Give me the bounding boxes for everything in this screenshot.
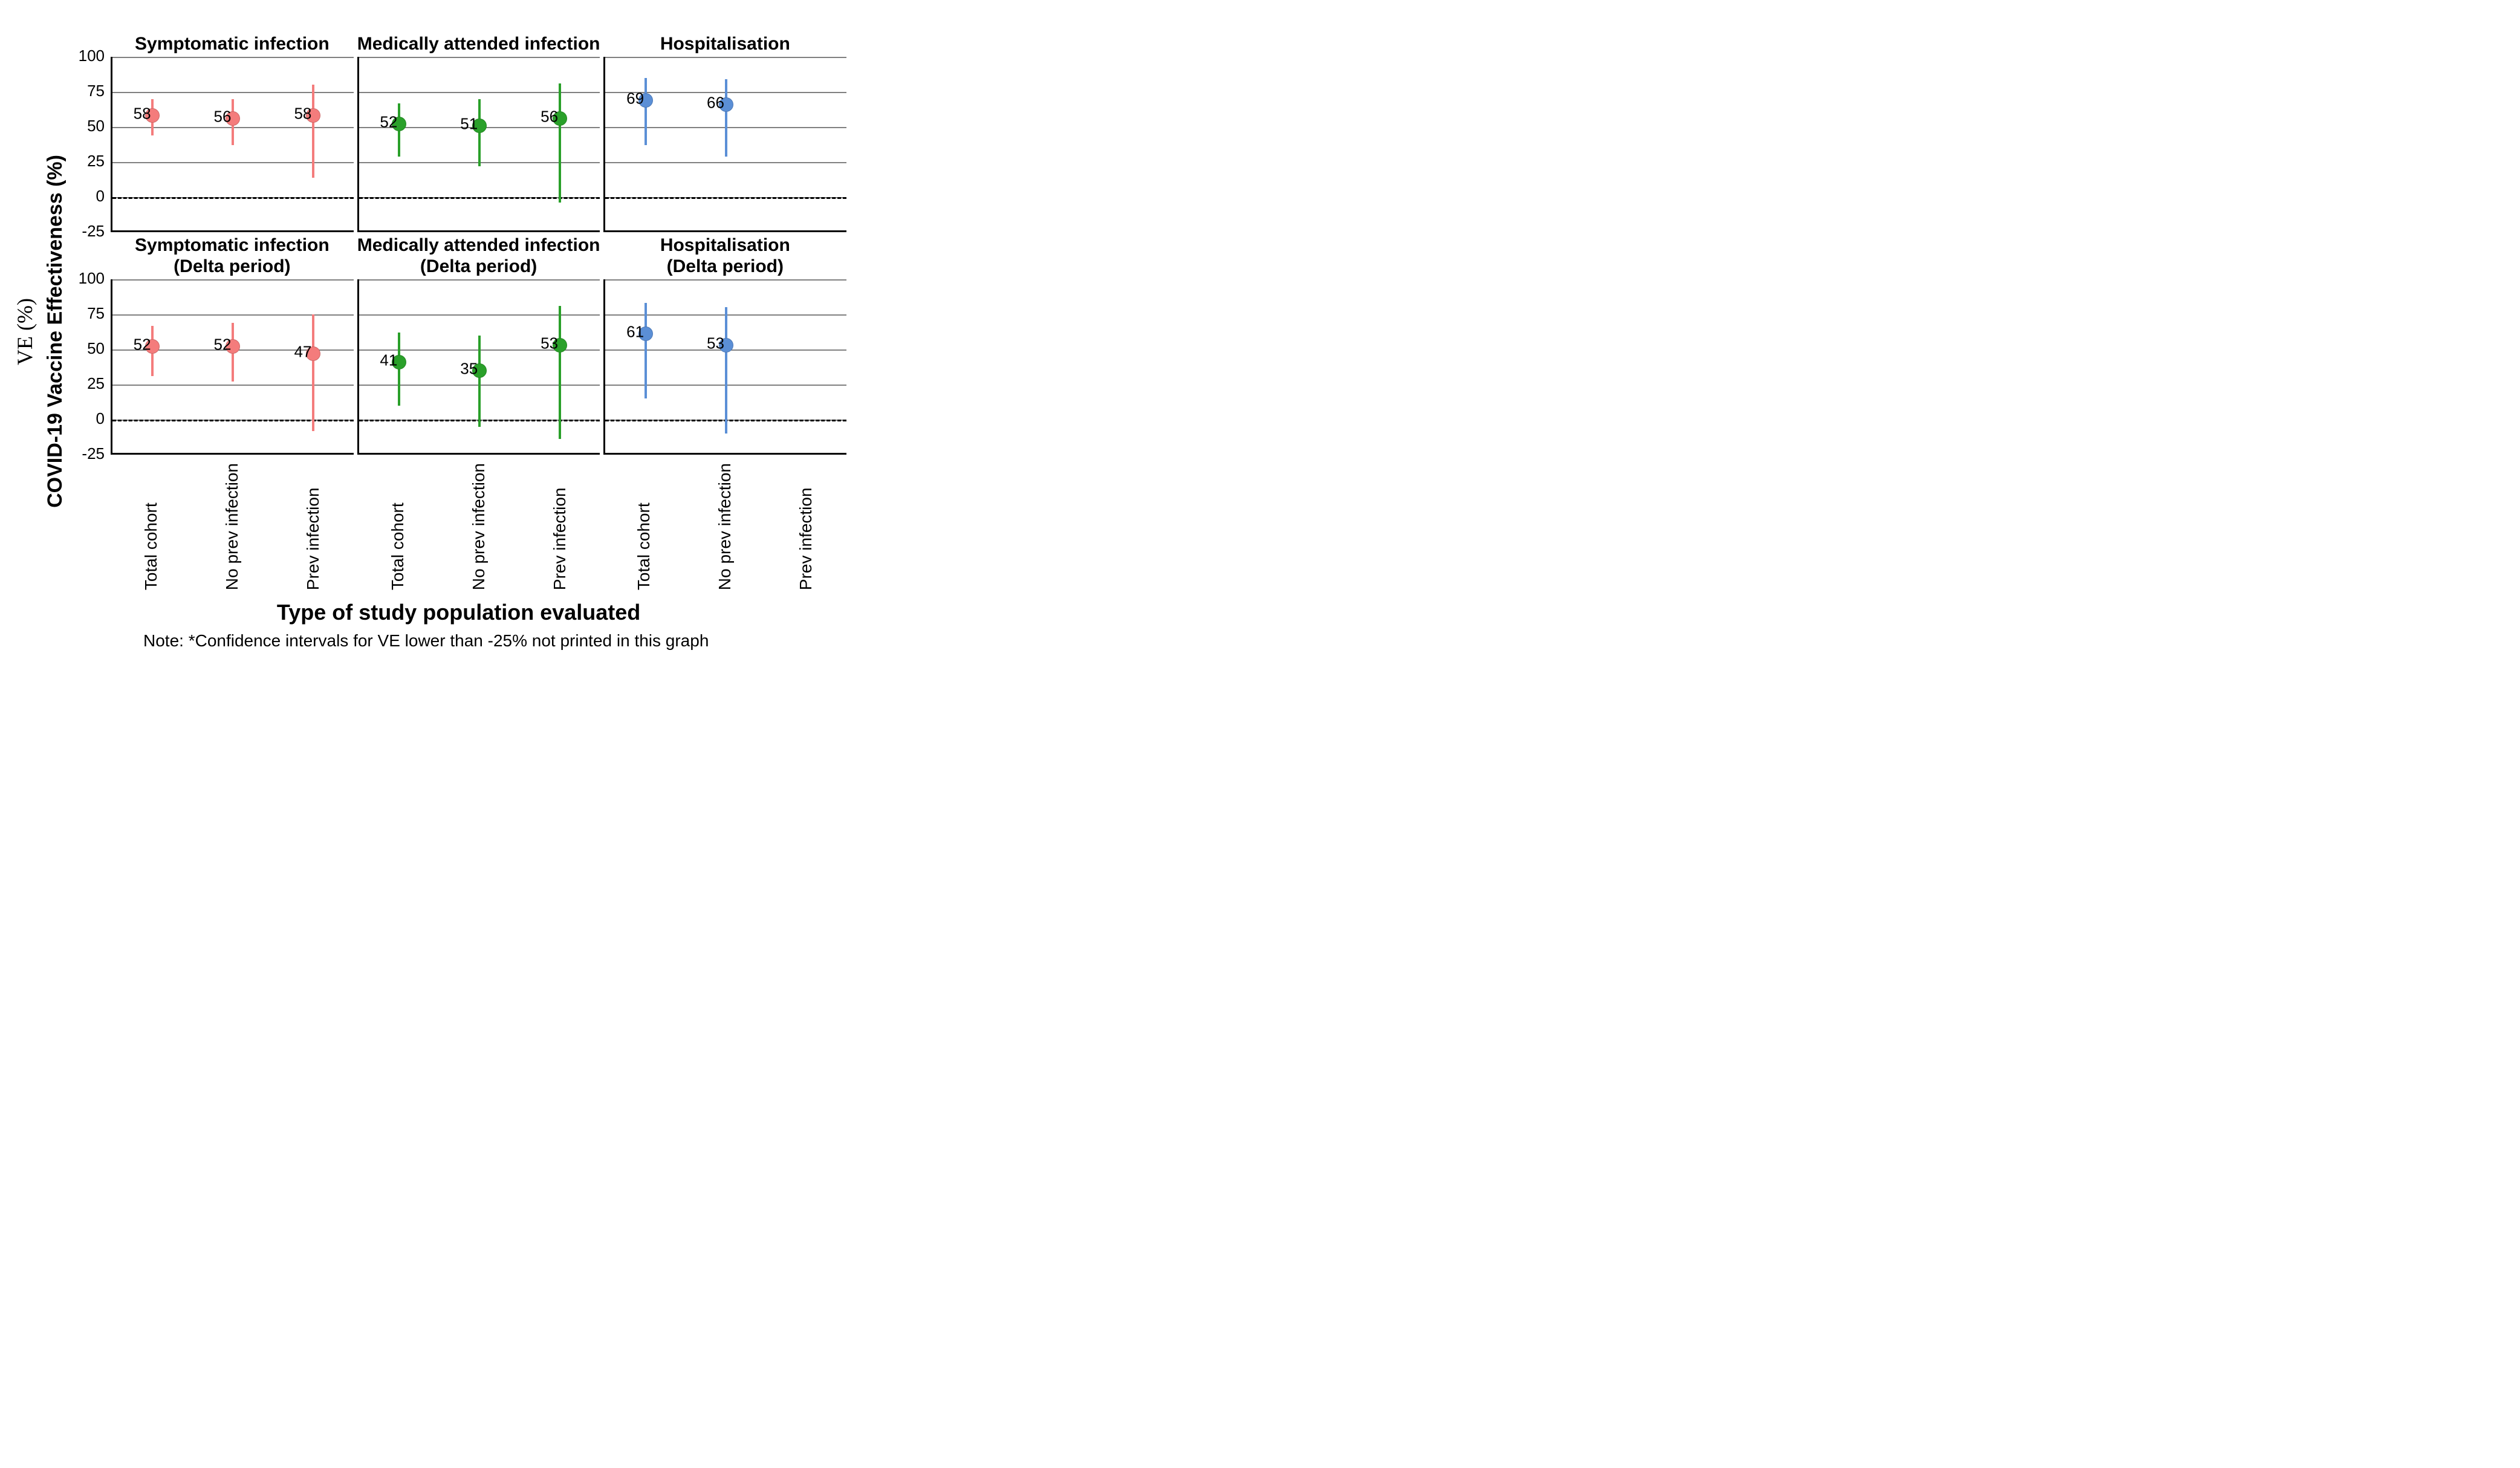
confidence-interval-bar	[312, 314, 314, 431]
point-label: 53	[541, 334, 558, 352]
point-label: 51	[460, 114, 478, 133]
x-tick-label: No prev infection	[469, 463, 489, 590]
panel-title: Symptomatic infection	[111, 12, 354, 57]
y-tick-label: 50	[87, 339, 105, 358]
y-axis-label: COVID-19 Vaccine Effectiveness (%)	[44, 155, 67, 508]
point-label: 69	[626, 89, 644, 108]
plot-area: 52 52 47	[111, 279, 354, 455]
chart-panel: Hospitalisation 69 66	[603, 12, 846, 232]
gridline	[605, 279, 846, 281]
y-tick-label: 100	[79, 47, 105, 65]
point-label: 52	[214, 336, 232, 354]
x-tick-label: Total cohort	[141, 463, 161, 590]
x-tick-label: Prev infection	[304, 463, 323, 590]
x-tick-group: Total cohort No prev infection Prev infect…	[111, 457, 354, 590]
footnote: Note: *Confidence intervals for VE lower…	[143, 631, 846, 651]
panel-title: Symptomatic infection(Delta period)	[111, 235, 354, 279]
confidence-interval-bar	[645, 303, 647, 398]
confidence-interval-bar	[645, 78, 647, 145]
plot-area: 52 51 56	[357, 57, 600, 232]
confidence-interval-bar	[725, 79, 727, 157]
confidence-interval-bar	[559, 306, 561, 439]
y-tick-label: -25	[82, 444, 105, 463]
gridline	[359, 279, 600, 281]
y-tick-label: 25	[87, 152, 105, 171]
x-tick-label: Prev infection	[796, 463, 816, 590]
gridline	[112, 314, 354, 316]
gridline	[605, 57, 846, 58]
y-tick-label: 25	[87, 374, 105, 393]
zero-reference-line	[112, 420, 354, 421]
y-tick-label: 100	[79, 269, 105, 288]
point-label: 56	[214, 107, 232, 126]
plot-area: 58 56 58	[111, 57, 354, 232]
point-label: 47	[294, 342, 311, 361]
y-tick-label: -25	[82, 222, 105, 241]
point-label: 58	[294, 105, 311, 123]
point-label: 52	[134, 336, 151, 354]
plot-area: 41 35 53	[357, 279, 600, 455]
figure: VE (%) COVID-19 Vaccine Effectiveness (%…	[12, 12, 2508, 651]
zero-reference-line	[112, 197, 354, 199]
plot-area: 69 66	[603, 57, 846, 232]
gridline	[605, 162, 846, 163]
x-tick-label: No prev infection	[715, 463, 735, 590]
y-tick-label: 0	[96, 187, 105, 206]
gridline	[359, 57, 600, 58]
point-label: 61	[626, 323, 644, 342]
y-tick-label: 0	[96, 409, 105, 428]
zero-reference-line	[605, 197, 846, 199]
plot-area: 61 53	[603, 279, 846, 455]
gridline	[112, 385, 354, 386]
y-tick-column: -250255075100	[71, 235, 107, 455]
y-tick-label: 50	[87, 117, 105, 135]
point-label: 56	[541, 107, 558, 126]
x-tick-label: Total cohort	[634, 463, 654, 590]
x-tick-label: Total cohort	[388, 463, 408, 590]
chart-panel: Symptomatic infection(Delta period) 52 52 4…	[111, 235, 354, 455]
chart-panel: Hospitalisation(Delta period) 61 53	[603, 235, 846, 455]
point-label: 66	[707, 93, 724, 112]
point-label: 35	[460, 359, 478, 378]
panel-title: Medically attended infection(Delta perio…	[357, 235, 600, 279]
chart-panel: Medically attended infection(Delta perio…	[357, 235, 600, 455]
x-tick-group: Total cohort No prev infection Prev infect…	[357, 457, 600, 590]
gridline	[112, 92, 354, 93]
x-tick-group: Total cohort No prev infection Prev infect…	[603, 457, 846, 590]
point-label: 53	[707, 334, 724, 352]
panel-title: Medically attended infection	[357, 12, 600, 57]
x-axis-label: Type of study population evaluated	[71, 600, 846, 625]
x-tick-label: Prev infection	[550, 463, 570, 590]
gridline	[112, 279, 354, 281]
point-label: 58	[134, 105, 151, 123]
gridline	[359, 92, 600, 93]
outer-y-axis-label: VE (%)	[12, 298, 37, 365]
confidence-interval-bar	[725, 307, 727, 434]
x-tick-label: No prev infection	[222, 463, 242, 590]
chart-grid: -250255075100Symptomatic infection585658…	[71, 12, 846, 625]
gridline	[112, 57, 354, 58]
y-tick-label: 75	[87, 304, 105, 323]
y-tick-label: 75	[87, 82, 105, 100]
panel-title: Hospitalisation	[603, 12, 846, 57]
gridline	[112, 162, 354, 163]
confidence-interval-bar	[312, 85, 314, 177]
chart-panel: Medically attended infection 52 51 56	[357, 12, 600, 232]
panel-title: Hospitalisation(Delta period)	[603, 235, 846, 279]
chart-panel: Symptomatic infection 58 56 58	[111, 12, 354, 232]
x-tick-row: Total cohort No prev infection Prev infect…	[111, 457, 846, 590]
point-label: 52	[380, 113, 397, 132]
confidence-interval-bar	[478, 336, 481, 427]
point-label: 41	[380, 351, 397, 369]
zero-reference-line	[359, 197, 600, 199]
confidence-interval-bar	[559, 83, 561, 203]
y-tick-column: -250255075100	[71, 12, 107, 232]
gridline	[359, 314, 600, 316]
